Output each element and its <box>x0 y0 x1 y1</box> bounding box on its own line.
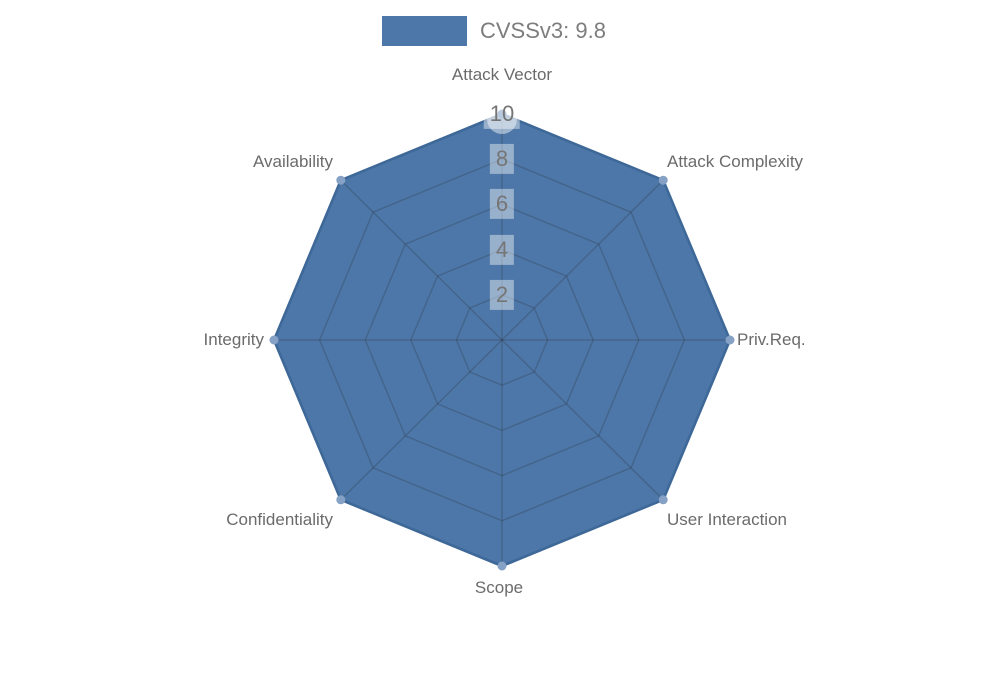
axis-label-confidentiality: Confidentiality <box>226 510 333 529</box>
data-point-marker <box>336 175 346 185</box>
radial-tick-6: 6 <box>489 188 515 220</box>
grid-spoke <box>340 179 503 341</box>
data-point-marker <box>497 109 507 119</box>
axis-label-attack-complexity: Attack Complexity <box>667 152 804 171</box>
radar-fill-polygon <box>274 114 730 566</box>
axis-label-scope: Scope <box>474 578 524 597</box>
apex-highlight <box>487 104 517 134</box>
grid-spoke <box>340 339 503 501</box>
radial-tick-4: 4 <box>489 234 515 266</box>
grid-spoke <box>501 339 664 501</box>
data-point-marker <box>269 335 279 345</box>
radial-tick-8: 8 <box>489 143 515 175</box>
data-point-marker <box>336 495 346 505</box>
radial-tick-2: 2 <box>489 279 515 311</box>
data-point-marker <box>497 561 507 571</box>
axis-label-integrity: Integrity <box>203 330 264 349</box>
data-point-marker <box>658 175 668 185</box>
radial-tick-10: 10 <box>483 98 521 130</box>
grid-ring <box>364 203 640 477</box>
grid-ring <box>318 158 686 522</box>
axis-label-user-interaction: User Interaction <box>667 510 787 529</box>
grid-ring <box>410 248 594 432</box>
legend-item[interactable]: CVSSv3: 9.8 <box>382 16 606 46</box>
grid-spoke <box>501 179 664 341</box>
data-point-marker <box>725 335 735 345</box>
grid-ring <box>455 294 549 386</box>
legend-label: CVSSv3: 9.8 <box>480 18 606 43</box>
axis-label-attack-vector: Attack Vector <box>451 65 553 84</box>
axis-label-availability: Availability <box>252 152 333 171</box>
legend-swatch <box>382 16 467 46</box>
data-point-marker <box>658 495 668 505</box>
axis-label-priv-req: Priv.Req. <box>737 330 806 349</box>
